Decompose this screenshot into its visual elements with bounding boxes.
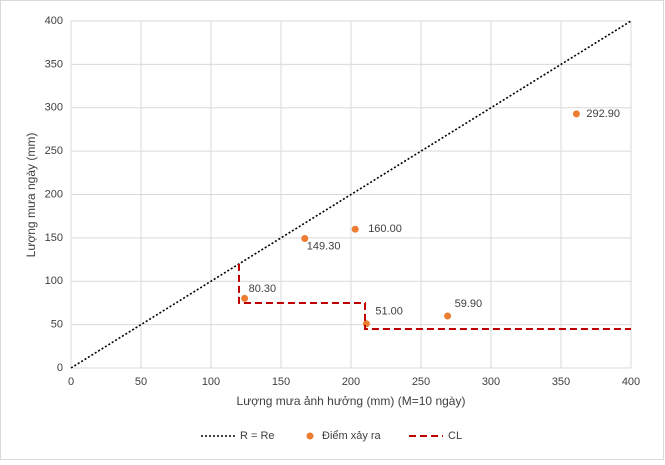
x-tick-label: 0 xyxy=(68,376,74,388)
x-tick-label: 250 xyxy=(412,376,430,388)
y-tick-label: 0 xyxy=(57,362,63,374)
data-label: 160.00 xyxy=(368,223,402,235)
y-tick-label: 250 xyxy=(45,145,63,157)
x-tick-label: 200 xyxy=(342,376,360,388)
x-tick-label: 100 xyxy=(202,376,220,388)
legend-label: Điểm xảy ra xyxy=(322,430,382,442)
y-tick-label: 300 xyxy=(45,102,63,114)
x-tick-label: 50 xyxy=(135,376,147,388)
data-label: 80.30 xyxy=(249,283,277,295)
scatter-point xyxy=(444,312,452,320)
legend-label: R = Re xyxy=(240,430,275,442)
y-tick-label: 100 xyxy=(45,275,63,287)
data-label: 51.00 xyxy=(375,306,403,318)
series-line xyxy=(238,263,631,330)
y-tick-label: 50 xyxy=(51,319,63,331)
data-label: 292.90 xyxy=(586,108,620,120)
series-line xyxy=(70,20,632,369)
x-tick-label: 350 xyxy=(552,376,570,388)
x-tick-label: 150 xyxy=(272,376,290,388)
legend-swatch xyxy=(306,432,314,440)
scatter-point xyxy=(241,294,249,302)
y-tick-label: 150 xyxy=(45,232,63,244)
x-axis-title: Lượng mưa ảnh hưởng (mm) (M=10 ngày) xyxy=(237,394,466,408)
scatter-point xyxy=(351,225,359,233)
y-axis-title: Lượng mưa ngày (mm) xyxy=(24,133,38,258)
y-tick-label: 200 xyxy=(45,188,63,200)
data-label: 149.30 xyxy=(307,240,341,252)
scatter-point xyxy=(572,110,580,118)
legend-label: CL xyxy=(448,430,462,442)
y-tick-label: 400 xyxy=(45,15,63,27)
x-tick-label: 300 xyxy=(482,376,500,388)
scatter-point xyxy=(362,320,370,328)
y-tick-label: 350 xyxy=(45,58,63,70)
x-tick-label: 400 xyxy=(622,376,640,388)
scatter-point xyxy=(301,234,309,242)
data-label: 59.90 xyxy=(455,298,483,310)
